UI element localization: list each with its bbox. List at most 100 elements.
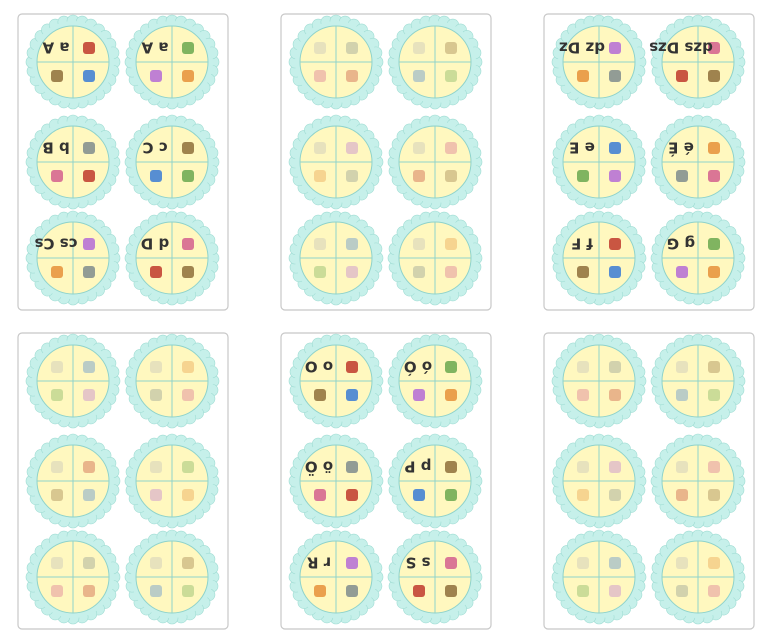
picture-icon	[445, 266, 457, 278]
letter-circle: e E	[551, 114, 647, 210]
picture-icon	[609, 461, 621, 473]
picture-icon	[708, 266, 720, 278]
picture-icon	[708, 70, 720, 82]
picture-icon	[314, 389, 326, 401]
picture-icon	[51, 461, 63, 473]
worksheet-card[interactable]: a A a A b B c C cs Cs d D	[17, 13, 229, 311]
worksheet-card[interactable]: dz Dz dzs Dzs e E é É f F g G	[543, 13, 755, 311]
picture-icon	[609, 585, 621, 597]
picture-icon	[150, 266, 162, 278]
letter-label: dz Dz	[559, 39, 605, 57]
picture-icon	[413, 70, 425, 82]
letter-label: o O	[305, 358, 333, 376]
letter-circle	[124, 333, 220, 429]
picture-icon	[708, 42, 720, 54]
letter-label: b B	[42, 139, 69, 157]
picture-icon	[314, 266, 326, 278]
picture-icon	[51, 389, 63, 401]
picture-icon	[445, 170, 457, 182]
picture-icon	[182, 585, 194, 597]
letter-label: a A	[141, 39, 168, 57]
picture-icon	[413, 266, 425, 278]
picture-icon	[182, 489, 194, 501]
letter-label: dzs Dzs	[649, 39, 713, 57]
letter-label: c C	[142, 139, 167, 157]
letter-circle: é É	[650, 114, 746, 210]
worksheet-card[interactable]	[543, 332, 755, 630]
letter-circle: a A	[124, 14, 220, 110]
picture-icon	[314, 238, 326, 250]
letter-circle	[288, 114, 384, 210]
picture-icon	[676, 70, 688, 82]
picture-icon	[708, 461, 720, 473]
picture-icon	[346, 70, 358, 82]
picture-icon	[413, 238, 425, 250]
letter-circle	[387, 210, 483, 306]
picture-icon	[150, 361, 162, 373]
letter-circle	[124, 529, 220, 625]
letter-circle	[551, 433, 647, 529]
picture-icon	[51, 266, 63, 278]
letter-circle: a A	[25, 14, 121, 110]
picture-icon	[51, 557, 63, 569]
picture-icon	[346, 142, 358, 154]
picture-icon	[445, 238, 457, 250]
letter-circle: p P	[387, 433, 483, 529]
picture-icon	[676, 461, 688, 473]
picture-icon	[150, 389, 162, 401]
picture-icon	[182, 461, 194, 473]
picture-icon	[609, 489, 621, 501]
letter-label: é É	[668, 139, 694, 158]
picture-icon	[708, 489, 720, 501]
picture-icon	[182, 170, 194, 182]
picture-icon	[445, 361, 457, 373]
picture-icon	[182, 361, 194, 373]
worksheet-card[interactable]: o O ó Ó ö Ö p P r R s S	[280, 332, 492, 630]
picture-icon	[83, 70, 95, 82]
picture-icon	[150, 170, 162, 182]
worksheet-card[interactable]	[280, 13, 492, 311]
letter-circle: cs Cs	[25, 210, 121, 306]
worksheet-card[interactable]	[17, 332, 229, 630]
letter-circle	[25, 333, 121, 429]
picture-icon	[609, 70, 621, 82]
picture-icon	[51, 70, 63, 82]
letter-label: f F	[571, 235, 593, 253]
letter-circle: ö Ö	[288, 433, 384, 529]
letter-label: p P	[405, 458, 432, 476]
picture-icon	[676, 170, 688, 182]
picture-icon	[413, 389, 425, 401]
picture-icon	[182, 42, 194, 54]
picture-icon	[346, 170, 358, 182]
letter-label: ó Ó	[404, 358, 432, 377]
picture-icon	[708, 361, 720, 373]
letter-circle	[551, 529, 647, 625]
letter-circle: dz Dz	[551, 14, 647, 110]
picture-icon	[609, 170, 621, 182]
picture-icon	[83, 557, 95, 569]
letter-circle: b B	[25, 114, 121, 210]
letter-circle	[650, 433, 746, 529]
picture-icon	[413, 42, 425, 54]
picture-icon	[346, 361, 358, 373]
letter-circle	[25, 433, 121, 529]
picture-icon	[413, 585, 425, 597]
letter-circle: r R	[288, 529, 384, 625]
picture-icon	[83, 389, 95, 401]
letter-circle	[288, 210, 384, 306]
letter-label: cs Cs	[34, 235, 77, 253]
picture-icon	[314, 489, 326, 501]
letter-label: s S	[406, 554, 431, 572]
letter-circle: c C	[124, 114, 220, 210]
letter-circle	[124, 433, 220, 529]
picture-icon	[445, 585, 457, 597]
picture-icon	[83, 361, 95, 373]
picture-icon	[577, 361, 589, 373]
picture-icon	[445, 557, 457, 569]
picture-icon	[150, 557, 162, 569]
picture-icon	[51, 585, 63, 597]
picture-icon	[346, 489, 358, 501]
picture-icon	[83, 585, 95, 597]
picture-icon	[346, 557, 358, 569]
picture-icon	[708, 557, 720, 569]
